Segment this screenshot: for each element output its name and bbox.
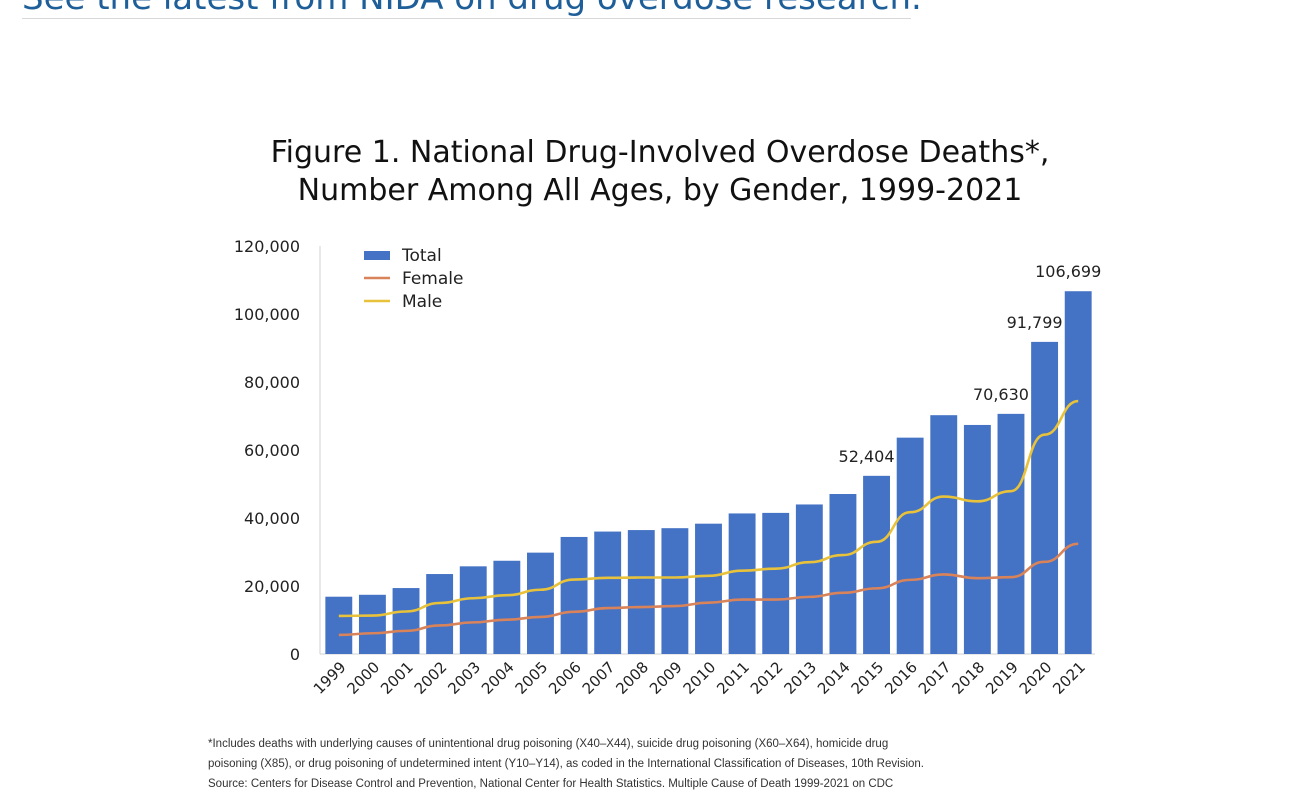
legend-label-male: Male: [402, 292, 442, 312]
x-tick-label: 2019: [982, 658, 1022, 698]
x-tick-label: 2018: [948, 658, 988, 698]
bar-total-2015: [863, 475, 890, 654]
data-label-2019: 70,630: [973, 385, 1029, 404]
bar-total-2003: [459, 566, 487, 654]
bar-total-2006: [560, 536, 588, 654]
x-tick-label: 2021: [1049, 658, 1089, 698]
x-tick-label: 2011: [713, 658, 753, 698]
footnote-line-2: poisoning (X85), or drug poisoning of un…: [208, 758, 924, 770]
top-link-line: See the latest from NIDA on drug overdos…: [22, 0, 922, 19]
y-tick-label: 80,000: [244, 373, 300, 392]
series-line-female: [338, 542, 1079, 637]
series-line-male: [338, 399, 1079, 618]
bar-total-1999: [325, 596, 353, 654]
x-tick-label: 2008: [612, 658, 652, 698]
x-tick-label: 1999: [310, 658, 350, 698]
x-tick-label: 2007: [579, 658, 619, 698]
bar-total-2009: [661, 528, 689, 654]
data-label-2020: 91,799: [1007, 313, 1063, 332]
link-period: .: [911, 0, 922, 18]
x-tick-label: 2020: [1016, 658, 1056, 698]
bar-total-2019: [997, 413, 1025, 654]
bar-total-2002: [426, 574, 454, 654]
bar-total-2018: [963, 424, 991, 654]
x-tick-label: 2013: [780, 658, 820, 698]
x-tick-label: 2010: [680, 658, 720, 698]
x-tick-label: 2004: [478, 658, 518, 698]
legend-label-female: Female: [402, 269, 463, 289]
x-tick-label: 2015: [848, 658, 888, 698]
bar-total-2000: [358, 594, 386, 654]
bar-total-2017: [930, 415, 958, 654]
y-tick-label: 0: [290, 645, 300, 664]
data-label-2015: 52,404: [839, 447, 895, 466]
x-tick-label: 2003: [444, 658, 484, 698]
x-tick-label: 2016: [881, 658, 921, 698]
footnote-line-1: *Includes deaths with underlying causes …: [208, 738, 889, 750]
x-tick-label: 2005: [512, 658, 552, 698]
nida-research-link[interactable]: See the latest from NIDA on drug overdos…: [22, 0, 912, 19]
bar-total-2005: [527, 552, 554, 654]
legend-label-total: Total: [401, 246, 442, 266]
bar-total-2010: [695, 523, 722, 654]
y-tick-label: 40,000: [244, 509, 300, 528]
bar-total-2020: [1031, 341, 1059, 654]
y-tick-label: 120,000: [234, 237, 300, 256]
bar-total-2014: [829, 494, 857, 654]
x-tick-label: 2001: [377, 658, 417, 698]
x-tick-label: 2006: [545, 658, 585, 698]
y-tick-label: 100,000: [234, 305, 300, 324]
bar-total-2012: [762, 512, 790, 654]
footnote-line-3: Source: Centers for Disease Control and …: [208, 778, 894, 790]
bar-total-2021: [1064, 291, 1092, 654]
bar-total-2008: [627, 530, 655, 654]
data-label-2021: 106,699: [1035, 262, 1101, 281]
x-tick-label: 2014: [814, 658, 854, 698]
chart-title: Figure 1. National Drug-Involved Overdos…: [270, 135, 1050, 170]
bar-total-2007: [594, 531, 622, 654]
x-tick-label: 2017: [915, 658, 955, 698]
y-tick-label: 20,000: [244, 577, 300, 596]
x-tick-label: 2000: [344, 658, 384, 698]
chart-subtitle: Number Among All Ages, by Gender, 1999-2…: [297, 173, 1023, 208]
y-tick-label: 60,000: [244, 441, 300, 460]
bar-total-2004: [493, 560, 521, 654]
bar-total-2001: [392, 588, 420, 654]
x-tick-label: 2009: [646, 658, 686, 698]
legend-swatch-total: [364, 251, 390, 260]
bar-total-2016: [896, 437, 924, 654]
bar-total-2013: [795, 504, 823, 654]
bar-total-2011: [728, 513, 756, 654]
x-tick-label: 2012: [747, 658, 787, 698]
x-tick-label: 2002: [411, 658, 451, 698]
